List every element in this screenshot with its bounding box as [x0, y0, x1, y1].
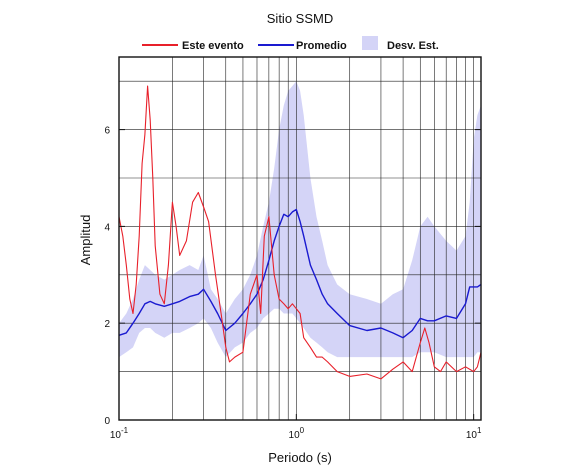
y-axis-label: Amplitud	[78, 215, 93, 266]
y-tick-label: 2	[104, 319, 110, 330]
y-tick-label: 4	[104, 222, 110, 233]
legend-swatch-band	[362, 36, 378, 50]
series-line-promedio	[118, 208, 482, 339]
x-tick-label: 101	[466, 426, 482, 441]
plot-frame	[118, 56, 482, 421]
y-tick-label: 6	[104, 126, 110, 137]
chart-title: Sitio SSMD	[267, 11, 333, 26]
x-tick-label: 10-1	[110, 426, 129, 441]
chart-legend: Este evento Promedio Desv. Est.	[142, 36, 439, 52]
plot-area: 10-1 100 101 0 2 4 6	[104, 56, 482, 441]
series-line-este-evento	[118, 85, 482, 380]
x-tick-label: 100	[289, 426, 305, 441]
legend-label: Desv. Est.	[387, 40, 439, 52]
series-layer	[118, 85, 482, 380]
y-tick-label: 0	[104, 416, 110, 427]
legend-label: Promedio	[296, 40, 347, 52]
legend-label: Este evento	[182, 40, 244, 52]
x-axis-label: Periodo (s)	[268, 450, 332, 465]
gridlines	[119, 57, 481, 420]
